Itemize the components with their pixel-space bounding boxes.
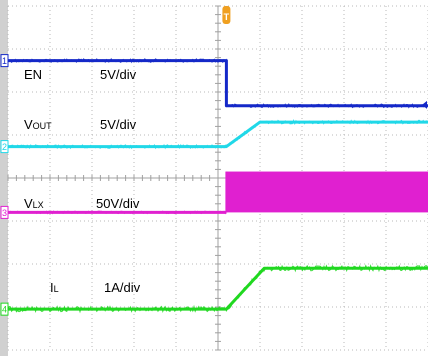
trigger-marker [222, 6, 231, 24]
ch3-scale-label: 50V/div [96, 196, 140, 211]
ch4-ground-marker [0, 302, 9, 316]
ch3-name-label: VLX [24, 196, 44, 211]
ch2-scale-label: 5V/div [100, 117, 137, 132]
ch4-scale-label: 1A/div [104, 280, 141, 295]
ch1-channel-number: 1 [2, 56, 7, 66]
channel-gutter [0, 0, 8, 356]
ch2-ground-marker [0, 140, 9, 154]
ch1-ground-marker [0, 54, 9, 68]
ch2-trace [8, 120, 428, 149]
ch2-channel-number: 2 [2, 142, 7, 152]
ch1-scale-label: 5V/div [100, 67, 137, 82]
ch4-channel-number: 4 [2, 305, 7, 315]
ch1-name-label: EN [24, 67, 43, 82]
ch3-channel-number: 3 [2, 208, 7, 218]
ch3-switching-band [226, 171, 428, 213]
trigger-marker-label: T [224, 12, 230, 22]
ch1-trace [8, 59, 428, 108]
ch4-trace [8, 266, 428, 311]
ch2-name-label: VOUT [24, 117, 52, 132]
trigger-level-marker [422, 100, 427, 109]
ch4-name-label: IL [50, 280, 59, 295]
ch3-ground-marker [0, 205, 9, 219]
